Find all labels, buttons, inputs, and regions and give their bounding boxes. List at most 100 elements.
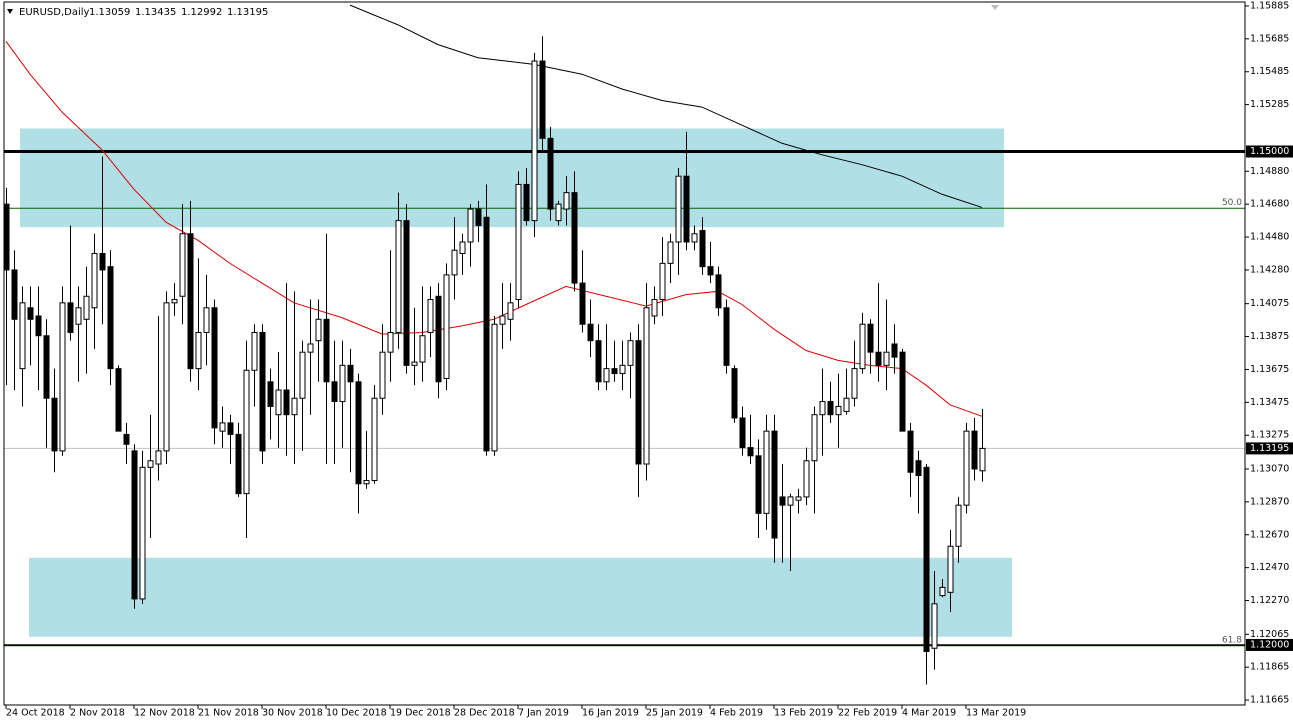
candle-body xyxy=(827,401,834,416)
candle-body xyxy=(131,450,138,600)
candle-body xyxy=(323,318,330,383)
candle-body xyxy=(387,331,394,353)
candle-body xyxy=(507,302,514,320)
candle-body xyxy=(339,364,346,403)
candle-body xyxy=(51,397,58,452)
candle-body xyxy=(563,192,570,210)
x-tick-label: 28 Dec 2018 xyxy=(454,708,515,719)
candle-body xyxy=(243,369,250,495)
candle-body xyxy=(419,335,426,363)
y-tick-label: 1.11665 xyxy=(1250,695,1289,706)
x-tick-label: 19 Dec 2018 xyxy=(390,708,451,719)
candle-body xyxy=(819,401,826,416)
candle-body xyxy=(955,504,962,547)
y-tick-label: 1.12065 xyxy=(1250,629,1289,640)
candle-body xyxy=(403,220,410,366)
candle-body xyxy=(251,331,258,371)
candle-body xyxy=(299,351,306,399)
candle-body xyxy=(795,496,802,501)
y-tick-label: 1.13475 xyxy=(1250,397,1289,408)
level-tag xyxy=(1246,145,1293,158)
candle-body xyxy=(43,335,50,399)
candle-body xyxy=(515,183,522,301)
candle-body xyxy=(27,307,34,320)
y-tick-label: 1.14075 xyxy=(1250,298,1289,309)
candle-body xyxy=(899,351,906,432)
candle-body xyxy=(467,208,474,243)
x-tick-label: 10 Dec 2018 xyxy=(326,708,387,719)
candle-body xyxy=(835,405,842,416)
y-tick-label: 1.13875 xyxy=(1250,331,1289,342)
candle-body xyxy=(755,455,762,514)
candle-body xyxy=(347,364,354,383)
candle-body xyxy=(683,175,690,243)
candle-body xyxy=(443,274,450,380)
candle-body xyxy=(3,203,10,271)
candle-body xyxy=(971,430,978,470)
candle-body xyxy=(435,295,442,383)
high-value: 1.13435 xyxy=(135,7,176,18)
x-tick-label: 30 Nov 2018 xyxy=(262,708,323,719)
candle-body xyxy=(947,545,954,593)
candle-body xyxy=(547,137,554,210)
x-tick-label: 4 Mar 2019 xyxy=(902,708,956,719)
y-tick-label: 1.13275 xyxy=(1250,430,1289,441)
candle-body xyxy=(123,433,130,445)
y-tick-label: 1.12670 xyxy=(1250,529,1289,540)
candle-body xyxy=(379,351,386,399)
y-tick-label: 1.13070 xyxy=(1250,463,1289,474)
y-tick-label: 1.12470 xyxy=(1250,562,1289,573)
y-tick-label: 1.13675 xyxy=(1250,364,1289,375)
candle-body xyxy=(491,323,498,452)
x-tick-label: 25 Jan 2019 xyxy=(646,708,703,719)
candle-body xyxy=(915,460,922,477)
candle-body xyxy=(891,343,898,358)
candle-body xyxy=(931,603,938,649)
x-tick-label: 12 Nov 2018 xyxy=(134,708,195,719)
x-tick-label: 13 Feb 2019 xyxy=(774,708,833,719)
candle-body xyxy=(411,361,418,366)
y-tick-label: 1.15285 xyxy=(1250,99,1289,110)
candle-body xyxy=(371,397,378,481)
candle-body xyxy=(851,368,858,399)
candle-body xyxy=(875,351,882,366)
menu-arrow xyxy=(7,9,13,14)
x-tick-label: 24 Oct 2018 xyxy=(6,708,65,719)
candle-body xyxy=(155,450,162,465)
candle-body xyxy=(539,60,546,139)
x-tick-label: 2 Nov 2018 xyxy=(70,708,125,719)
zone xyxy=(20,128,1004,228)
candle-body xyxy=(675,175,682,243)
candle-body xyxy=(211,307,218,429)
candle-body xyxy=(227,422,234,435)
candle-body xyxy=(811,414,818,462)
y-tick-label: 1.14880 xyxy=(1250,166,1289,177)
fib-label: 50.0 xyxy=(1222,198,1242,208)
candle-body xyxy=(979,447,986,472)
candle-body xyxy=(59,302,66,452)
candle-body xyxy=(771,430,778,539)
x-tick-label: 22 Feb 2019 xyxy=(838,708,897,719)
candle-body xyxy=(363,479,370,485)
candle-body xyxy=(283,389,290,416)
candle-body xyxy=(171,299,178,304)
candle-body xyxy=(139,466,146,600)
y-tick-label: 1.15485 xyxy=(1250,66,1289,77)
plot-layer: 50.0 61.8 xyxy=(3,4,1245,685)
candle-body xyxy=(475,208,482,227)
candle-body xyxy=(203,307,210,333)
symbol: EURUSD,Daily xyxy=(19,7,90,18)
candle-body xyxy=(803,460,810,498)
candle-body xyxy=(571,192,578,284)
candle-body xyxy=(307,343,314,353)
candle-body xyxy=(499,315,506,325)
candle-body xyxy=(723,307,730,366)
candle-body xyxy=(19,302,26,370)
fib-label: 61.8 xyxy=(1222,635,1242,645)
candle-body xyxy=(555,203,562,222)
level-tag xyxy=(1246,638,1293,651)
candle-body xyxy=(75,307,82,325)
candle-body xyxy=(843,397,850,412)
x-tick-label: 7 Jan 2019 xyxy=(518,708,569,719)
